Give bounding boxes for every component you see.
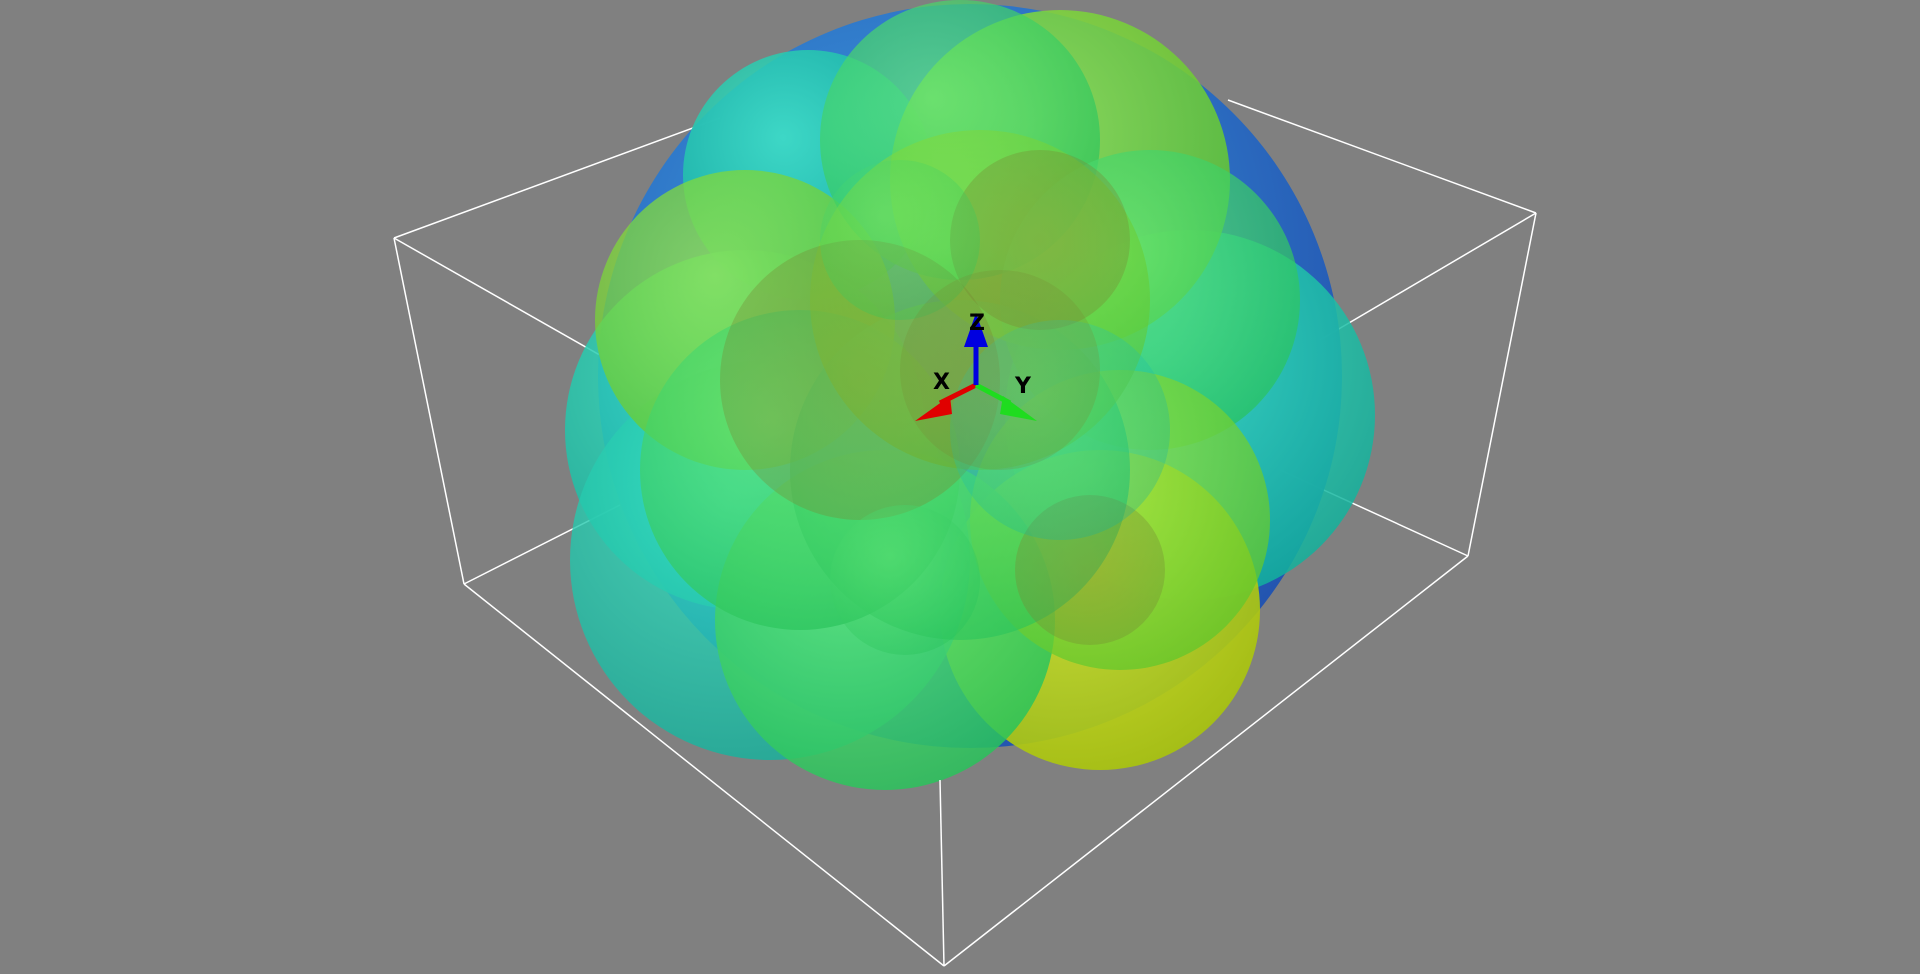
sphere-cluster — [565, 0, 1375, 790]
y-axis-label: Y — [1014, 374, 1032, 399]
orientation-axes-triad: X Y Z — [915, 311, 1037, 421]
bounding-box-back — [393, 99, 1537, 585]
y-axis-arrowhead — [1000, 396, 1037, 421]
x-axis-arrowhead — [915, 396, 952, 421]
bounding-box-front — [393, 212, 1537, 967]
z-axis-label: Z — [969, 311, 985, 336]
x-axis-label: X — [933, 370, 950, 395]
z-axis-arrowhead — [964, 313, 988, 347]
